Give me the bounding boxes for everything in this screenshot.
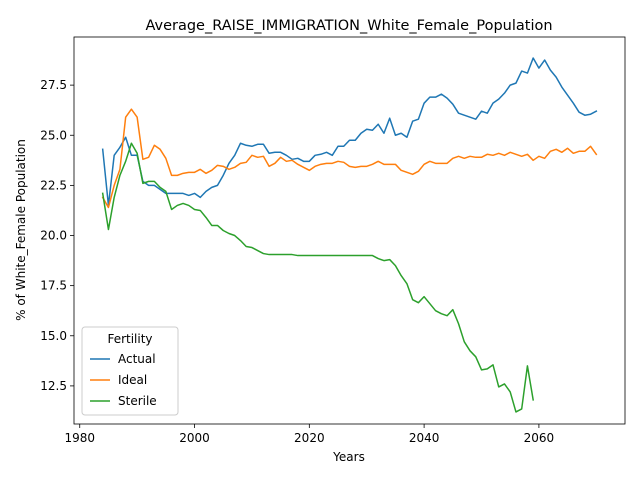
series-line-actual: [101, 57, 598, 207]
y-axis: 12.5 15.0 17.5 20.0 22.5 25.0 27.5: [40, 78, 74, 393]
x-tick-label: 2060: [524, 431, 555, 445]
x-tick-label: 2040: [409, 431, 440, 445]
chart-title: Average_RAISE_IMMIGRATION_White_Female_P…: [145, 18, 552, 34]
legend-title: Fertility: [107, 332, 152, 346]
y-tick-label: 15.0: [40, 329, 67, 343]
x-tick-label: 1980: [64, 431, 95, 445]
x-axis: 1980 2000 2020 2040 2060: [64, 424, 554, 445]
legend-label-ideal: Ideal: [118, 373, 147, 387]
axes-frame: [73, 36, 626, 425]
x-tick-label: 2000: [179, 431, 210, 445]
series-line-ideal: [101, 108, 598, 209]
x-tick-label: 2020: [294, 431, 325, 445]
y-tick-label: 27.5: [40, 78, 67, 92]
series-line-sterile: [101, 142, 535, 413]
y-tick-label: 12.5: [40, 379, 67, 393]
x-axis-label: Years: [332, 450, 365, 464]
legend-label-actual: Actual: [118, 352, 156, 366]
y-tick-label: 22.5: [40, 178, 67, 192]
legend-box: [81, 326, 179, 416]
y-axis-label: % of White_Female Population: [14, 139, 28, 321]
legend-label-sterile: Sterile: [118, 394, 157, 408]
legend: Fertility Actual Ideal Sterile: [81, 326, 179, 416]
y-tick-label: 20.0: [40, 229, 67, 243]
y-tick-label: 17.5: [40, 279, 67, 293]
series-layer: [101, 57, 598, 413]
y-tick-label: 25.0: [40, 128, 67, 142]
